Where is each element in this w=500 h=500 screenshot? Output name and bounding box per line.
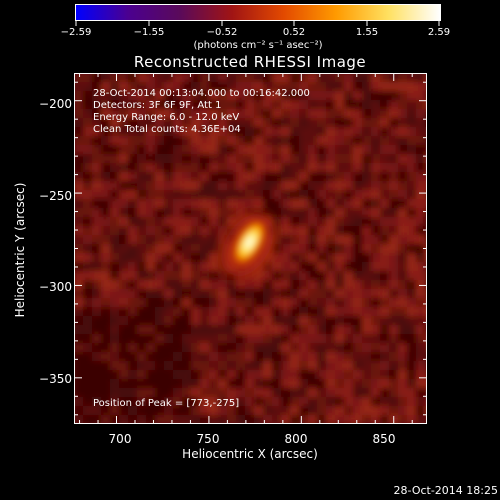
- image-noise-texture: [74, 73, 427, 424]
- x-tick-label: 850: [372, 432, 396, 446]
- y-tick-label: −200: [39, 97, 72, 111]
- y-tick-label: −350: [39, 372, 72, 386]
- colorbar-tick-label: 0.52: [282, 27, 306, 38]
- x-tick-label: 800: [284, 432, 308, 446]
- flare-source: [221, 214, 274, 277]
- x-axis-label: Heliocentric X (arcsec): [182, 447, 318, 461]
- x-tick-label: 700: [108, 432, 132, 446]
- y-axis-label: Heliocentric Y (arcsec): [13, 182, 27, 318]
- y-tick-label: −250: [39, 189, 72, 203]
- image-title: Reconstructed RHESSI Image: [133, 53, 367, 71]
- energy-range-text: Energy Range: 6.0 - 12.0 keV: [93, 112, 240, 123]
- colorbar-tick-label: 2.59: [427, 27, 451, 38]
- rhessi-image-plot: [74, 73, 427, 424]
- render-timestamp: 28-Oct-2014 18:25: [393, 484, 498, 497]
- detectors-text: Detectors: 3F 6F 9F, Att 1: [93, 100, 222, 111]
- time-range-text: 28-Oct-2014 00:13:04.000 to 00:16:42.000: [93, 88, 310, 99]
- colorbar-gradient: [75, 4, 441, 21]
- x-tick-label: 750: [196, 432, 220, 446]
- y-tick-label: −300: [39, 280, 72, 294]
- colorbar-units-title: (photons cm⁻² s⁻¹ asec⁻²): [193, 40, 323, 51]
- colorbar-ticks: [75, 21, 440, 26]
- peak-position-text: Position of Peak = [773,-275]: [93, 398, 240, 409]
- colorbar-tick-label: 1.55: [355, 27, 379, 38]
- colorbar-tick-label: −1.55: [133, 27, 165, 38]
- axis-ticks: [74, 73, 427, 424]
- colorbar-tick-label: −2.59: [60, 27, 92, 38]
- algorithm-counts-text: Clean Total counts: 4.36E+04: [93, 124, 241, 135]
- flare-core: [232, 218, 267, 266]
- colorbar-tick-label: −0.52: [206, 27, 238, 38]
